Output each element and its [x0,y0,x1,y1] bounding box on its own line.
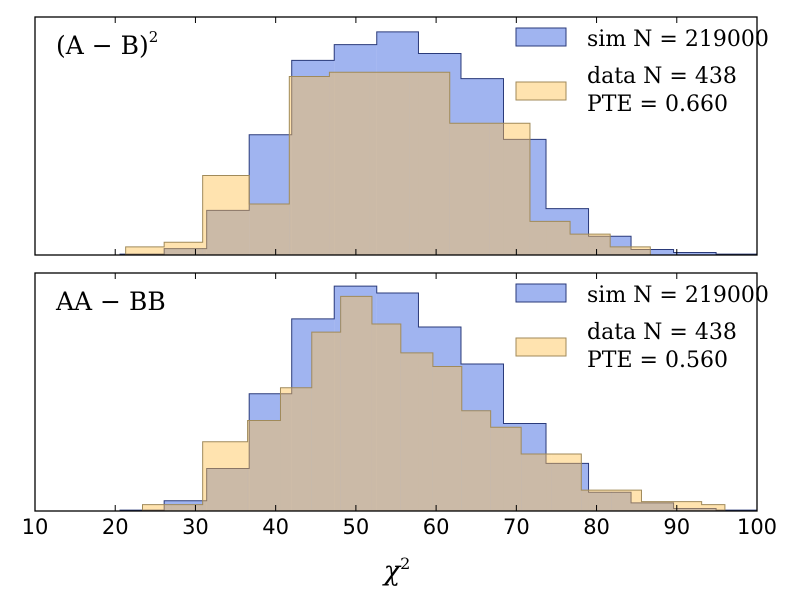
histogram-outline [141,295,726,511]
data-histogram [125,71,651,255]
histogram-bar [247,420,281,511]
histogram-bar [164,242,203,255]
panel-title: AA − BB [55,287,166,316]
histogram-bar [206,210,250,255]
x-tick-label: 100 [737,515,777,539]
plot-area [51,31,757,255]
histogram-bar [631,249,674,255]
histogram-bar [376,292,419,511]
histogram-bar [460,78,504,255]
histogram-bar [529,221,571,255]
histogram-bar [521,454,552,511]
legend-swatch [515,337,567,357]
x-tick-label: 80 [583,515,610,539]
histogram-outline [51,31,757,255]
histogram-bar [489,123,530,255]
histogram-bar [291,60,335,255]
x-tick-label: 50 [343,515,370,539]
histogram-bar [289,76,330,255]
x-tick-label: 60 [423,515,450,539]
x-tick-label: 70 [503,515,530,539]
legend-swatch [515,27,567,47]
histogram-bar [588,492,632,511]
legend-swatch [515,283,567,303]
legend-label: sim N = 219000 [587,283,769,308]
x-ticks [34,17,758,255]
histogram-bar [409,72,450,255]
histogram-bar [249,204,290,255]
histogram-bar [551,454,582,511]
histogram-bar [503,423,547,511]
histogram-bar [371,324,401,511]
histogram-bar [171,504,203,511]
histogram-bar [369,72,410,255]
legend: sim N = 219000 data N = 438 PTE = 0.660 [515,27,769,117]
axes-frame [34,272,758,512]
x-tick-label: 30 [182,515,209,539]
histogram-bar [340,296,372,511]
histogram-bar [449,123,490,255]
histogram-bar [400,352,433,511]
legend-label: PTE = 0.660 [587,92,728,117]
panel-title: (A − B)2 [56,28,158,60]
histogram-bar [581,490,612,511]
x-tick-label: 40 [262,515,289,539]
histogram-bar [291,318,335,511]
histogram-bar [432,366,462,511]
legend-label: data N = 438 [587,64,737,89]
histogram-bar [311,332,341,511]
histogram-bar [334,286,377,511]
histogram-bar [418,53,461,255]
histogram-outline [125,71,651,255]
histogram-outline [51,285,757,511]
histogram-bar [546,208,589,255]
histogram-bar [164,500,207,511]
histogram-bar [610,246,651,255]
histogram-bar [490,427,522,511]
histogram-bar [202,441,248,511]
top-panel: (A − B)2 sim N = 219000 data N = 438 PTE = … [34,16,769,256]
histogram-bar [461,410,491,511]
histogram-bar [376,31,419,255]
histogram-bar [125,246,165,255]
histogram-bar [164,248,207,255]
axes-frame [34,16,758,256]
histogram-bar [142,504,172,511]
histogram-bar [280,387,312,511]
histogram-bar [206,468,250,511]
histogram-bar [418,326,461,511]
sim-histogram [51,285,757,511]
histogram-bar [249,134,292,255]
histogram-bar [641,501,672,511]
x-tick-label: 10 [22,515,49,539]
histogram-bar [460,363,504,511]
histogram-bar [503,139,547,255]
legend: sim N = 219000 data N = 438 PTE = 0.560 [515,283,769,373]
bottom-panel: AA − BB sim N = 219000 data N = 438 PTE = 0… [34,272,769,512]
histogram-bar [329,72,370,255]
histogram-bar [671,501,702,511]
histogram-bar [611,490,642,511]
histogram-bar [701,504,725,511]
histogram-bar [631,502,674,511]
histogram-bar [334,44,377,255]
legend-swatch [515,81,567,101]
histogram-bar [249,393,292,511]
plot-area [51,285,757,511]
histogram-bar [673,252,717,255]
data-histogram [141,295,726,511]
legend-label: data N = 438 [587,320,737,345]
legend-label: PTE = 0.560 [587,348,728,373]
x-tick-labels: 10 20 30 40 50 60 70 80 90 100 [22,515,777,539]
sim-histogram [51,31,757,255]
histogram-bar [673,508,717,511]
legend-label: sim N = 219000 [587,27,769,52]
x-axis-label: χ2 [382,554,411,587]
x-tick-label: 20 [102,515,129,539]
histogram-bar [202,175,250,255]
histogram-bar [570,234,611,255]
x-tick-label: 90 [663,515,690,539]
x-ticks [34,273,758,511]
